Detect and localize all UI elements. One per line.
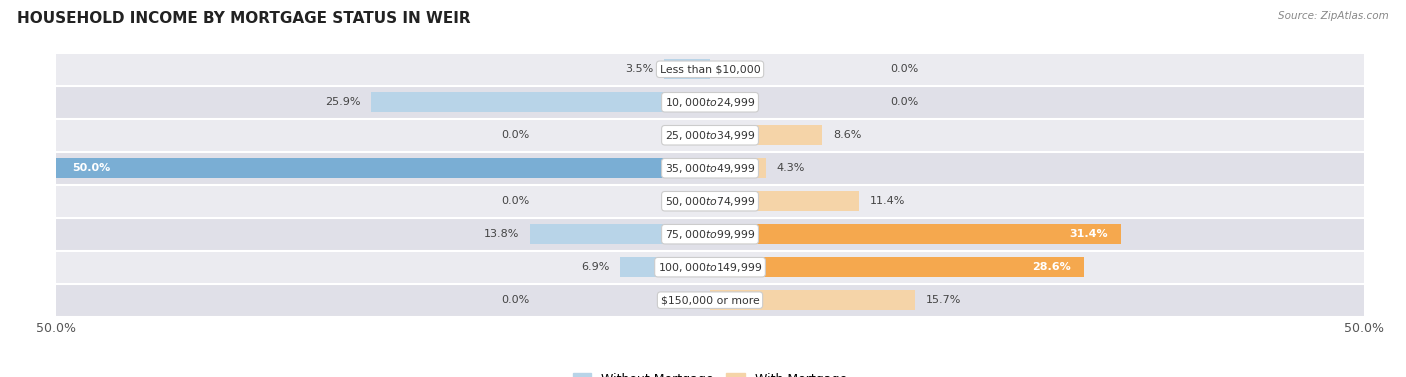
Bar bbox=[56, 119, 1364, 152]
Bar bbox=[710, 158, 766, 178]
Bar bbox=[664, 59, 710, 80]
Bar bbox=[710, 257, 1084, 277]
Text: HOUSEHOLD INCOME BY MORTGAGE STATUS IN WEIR: HOUSEHOLD INCOME BY MORTGAGE STATUS IN W… bbox=[17, 11, 471, 26]
Bar bbox=[56, 284, 1364, 317]
Bar bbox=[56, 86, 1364, 119]
Text: 6.9%: 6.9% bbox=[581, 262, 609, 272]
Text: Less than $10,000: Less than $10,000 bbox=[659, 64, 761, 74]
Text: 0.0%: 0.0% bbox=[890, 97, 918, 107]
Bar bbox=[56, 158, 710, 178]
Bar bbox=[710, 191, 859, 211]
Text: 11.4%: 11.4% bbox=[869, 196, 905, 206]
Text: 0.0%: 0.0% bbox=[502, 295, 530, 305]
Text: 0.0%: 0.0% bbox=[502, 130, 530, 140]
Text: $150,000 or more: $150,000 or more bbox=[661, 295, 759, 305]
Text: 0.0%: 0.0% bbox=[502, 196, 530, 206]
Bar bbox=[530, 224, 710, 244]
Text: 0.0%: 0.0% bbox=[890, 64, 918, 74]
Text: $35,000 to $49,999: $35,000 to $49,999 bbox=[665, 162, 755, 175]
Legend: Without Mortgage, With Mortgage: Without Mortgage, With Mortgage bbox=[568, 368, 852, 377]
Bar bbox=[620, 257, 710, 277]
Text: $100,000 to $149,999: $100,000 to $149,999 bbox=[658, 261, 762, 274]
Text: 50.0%: 50.0% bbox=[72, 163, 110, 173]
Bar bbox=[710, 224, 1121, 244]
Text: 25.9%: 25.9% bbox=[325, 97, 361, 107]
Text: $50,000 to $74,999: $50,000 to $74,999 bbox=[665, 195, 755, 208]
Text: 13.8%: 13.8% bbox=[484, 229, 519, 239]
Text: 3.5%: 3.5% bbox=[626, 64, 654, 74]
Text: $75,000 to $99,999: $75,000 to $99,999 bbox=[665, 228, 755, 241]
Bar bbox=[56, 251, 1364, 284]
Text: 15.7%: 15.7% bbox=[925, 295, 962, 305]
Text: Source: ZipAtlas.com: Source: ZipAtlas.com bbox=[1278, 11, 1389, 21]
Bar bbox=[56, 152, 1364, 185]
Bar bbox=[710, 125, 823, 146]
Text: 4.3%: 4.3% bbox=[776, 163, 806, 173]
Bar bbox=[371, 92, 710, 112]
Text: $10,000 to $24,999: $10,000 to $24,999 bbox=[665, 96, 755, 109]
Bar bbox=[56, 53, 1364, 86]
Text: 31.4%: 31.4% bbox=[1069, 229, 1108, 239]
Text: $25,000 to $34,999: $25,000 to $34,999 bbox=[665, 129, 755, 142]
Bar bbox=[56, 218, 1364, 251]
Bar bbox=[56, 185, 1364, 218]
Bar bbox=[710, 290, 915, 310]
Text: 28.6%: 28.6% bbox=[1032, 262, 1071, 272]
Text: 8.6%: 8.6% bbox=[832, 130, 862, 140]
